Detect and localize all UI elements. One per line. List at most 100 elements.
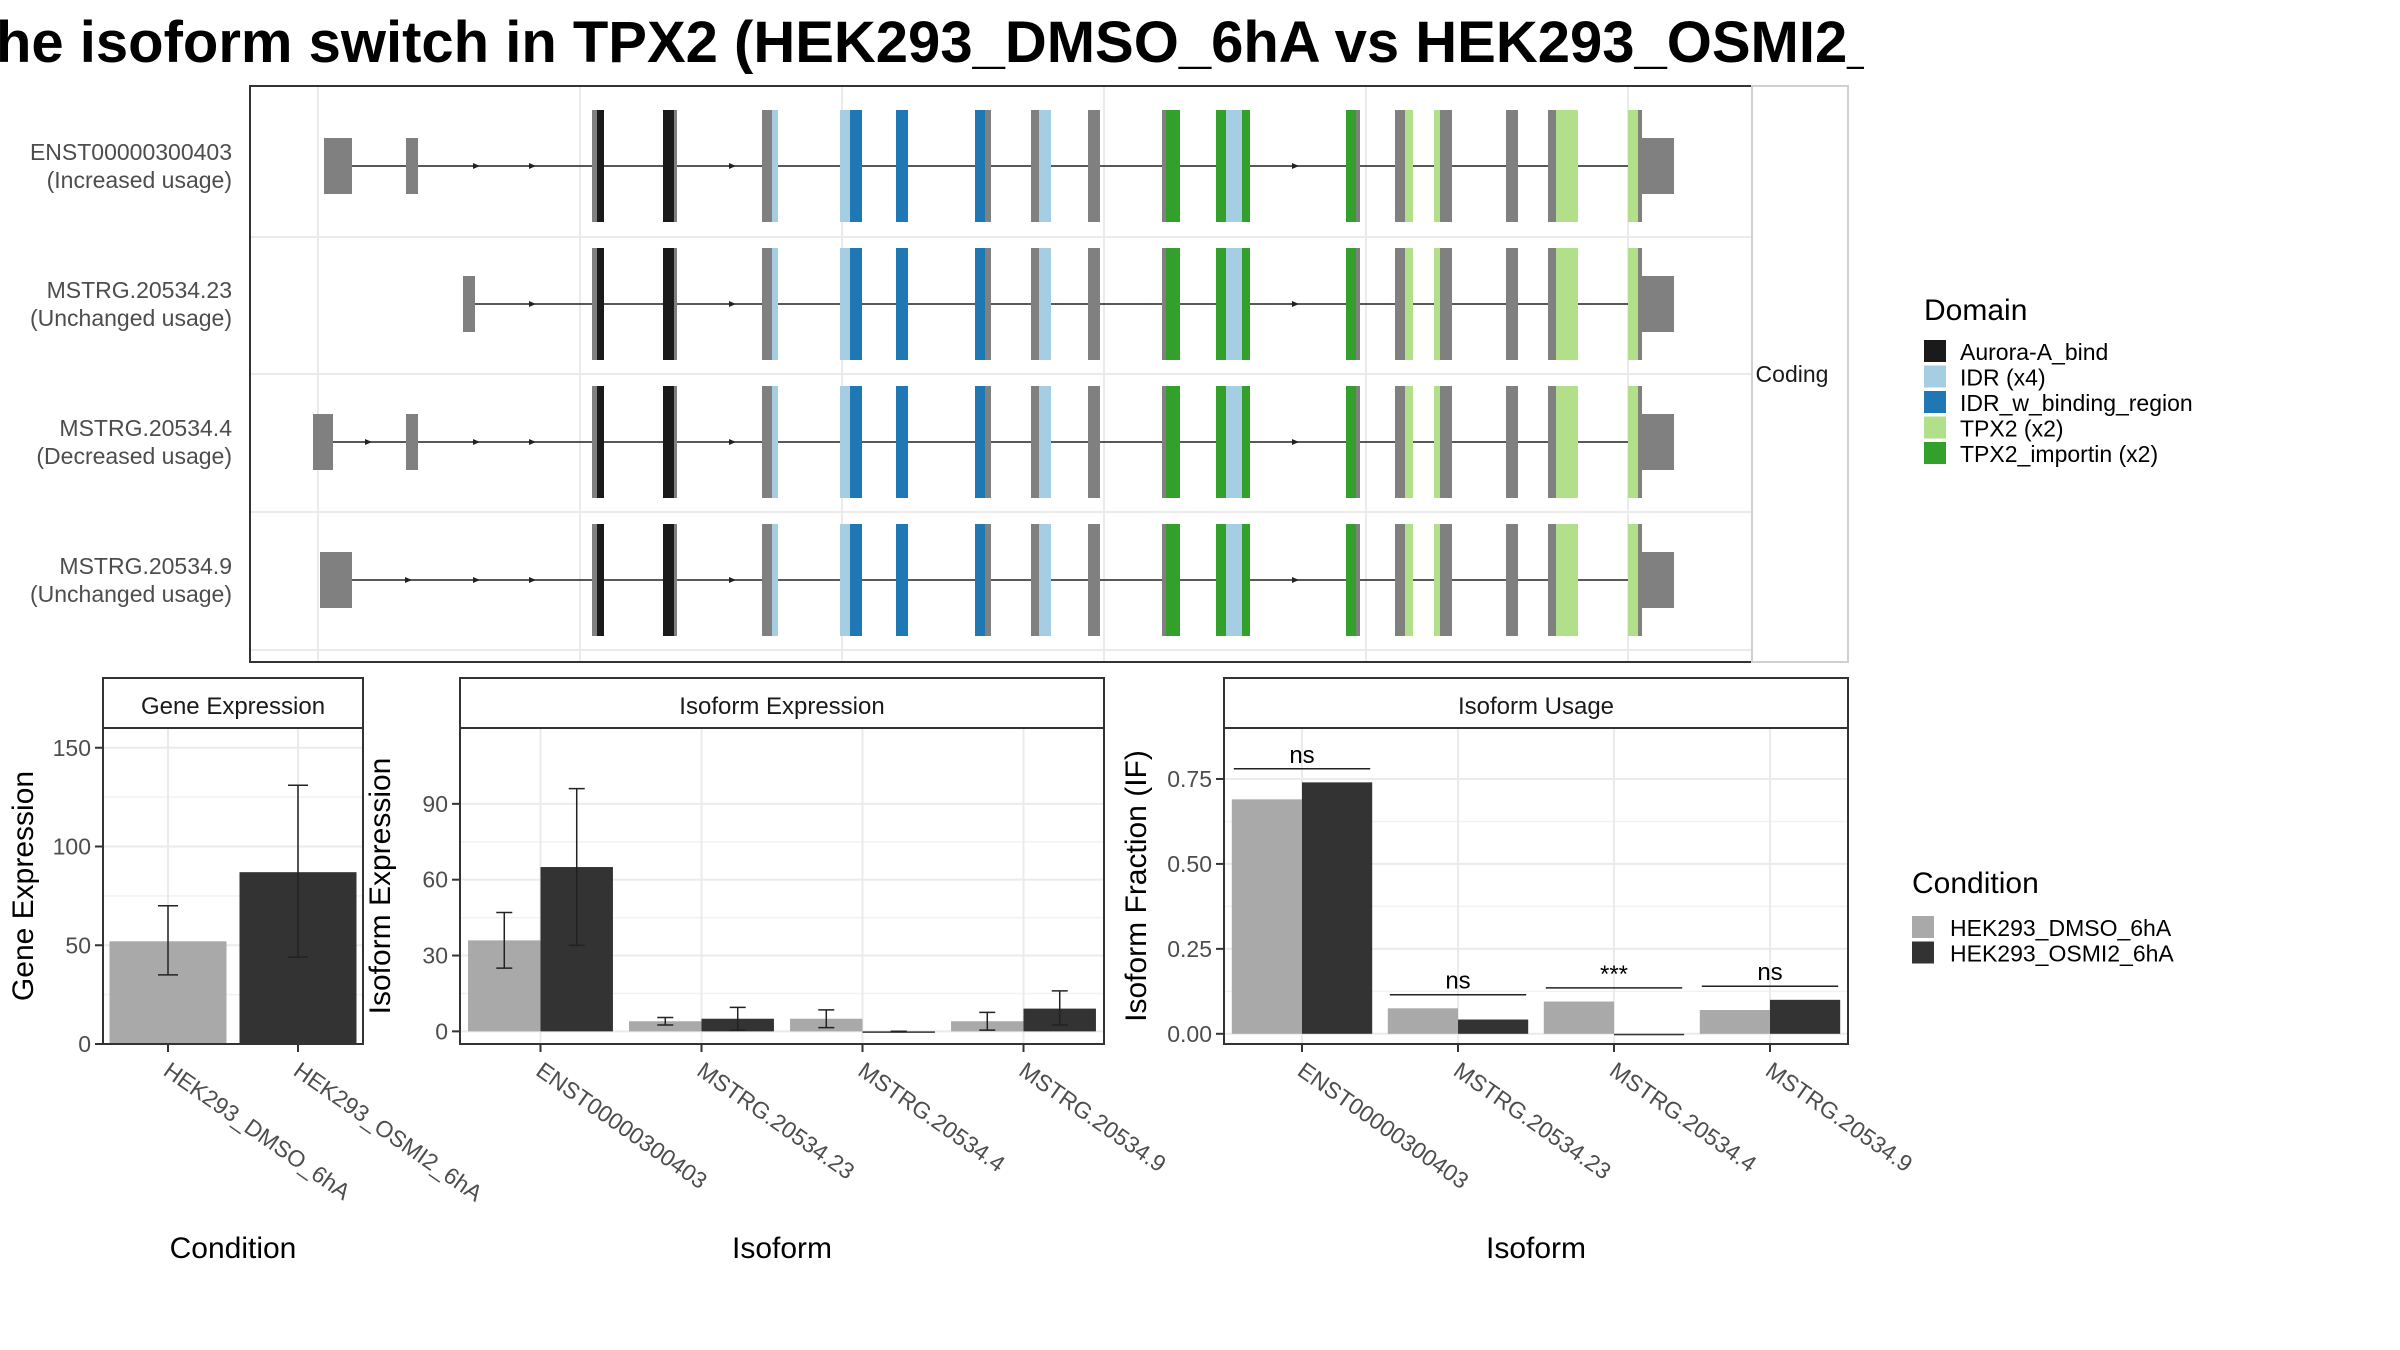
coding-exon bbox=[1548, 386, 1556, 498]
coding-exon bbox=[975, 524, 985, 636]
strand-arrow bbox=[405, 577, 412, 583]
coding-exon bbox=[1162, 248, 1166, 360]
coding-exon bbox=[1226, 524, 1242, 636]
coding-exon bbox=[896, 248, 908, 360]
x-axis-title: Isoform bbox=[732, 1232, 832, 1265]
coding-exon bbox=[1039, 386, 1051, 498]
coding-exon bbox=[1556, 110, 1578, 222]
strand-arrow bbox=[729, 163, 736, 169]
coding-exon bbox=[1226, 248, 1242, 360]
y-axis-title: Gene Expression bbox=[7, 771, 40, 1001]
strand-arrow bbox=[729, 439, 736, 445]
coding-exon bbox=[1506, 386, 1518, 498]
utr-exon bbox=[406, 138, 418, 194]
bar bbox=[629, 1021, 702, 1032]
coding-exon bbox=[1440, 524, 1452, 636]
coding-exon bbox=[762, 524, 772, 636]
transcript-usage: (Unchanged usage) bbox=[30, 305, 232, 331]
utr-exon bbox=[1640, 414, 1674, 470]
coding-exon bbox=[762, 248, 772, 360]
panel-strip bbox=[459, 677, 1105, 729]
legend-key-domain bbox=[1924, 365, 1946, 388]
coding-exon bbox=[985, 110, 991, 222]
coding-exon bbox=[597, 248, 604, 360]
x-tick-label: ENST00000300403 bbox=[532, 1057, 712, 1194]
panel-strip-label: Isoform Usage bbox=[1458, 693, 1614, 720]
legend-label-domain: TPX2_importin (x2) bbox=[1960, 441, 2158, 467]
coding-exon bbox=[1506, 524, 1518, 636]
significance-label: ns bbox=[1757, 959, 1782, 986]
coding-exon bbox=[1216, 386, 1226, 498]
panel-border bbox=[459, 727, 1105, 1045]
coding-exon bbox=[674, 386, 677, 498]
strand-arrow bbox=[529, 163, 536, 169]
strand-arrow bbox=[473, 577, 480, 583]
y-tick-label: 0.00 bbox=[1167, 1021, 1212, 1047]
coding-exon bbox=[1434, 386, 1444, 498]
y-axis-title: Isoform Fraction (IF) bbox=[1120, 750, 1153, 1022]
legend-title-condition: Condition bbox=[1912, 867, 2039, 900]
x-tick-label: MSTRG.20534.4 bbox=[1605, 1057, 1761, 1177]
y-tick-label: 0.50 bbox=[1167, 851, 1212, 877]
coding-exon bbox=[840, 524, 850, 636]
utr-exon bbox=[313, 414, 333, 470]
coding-exon bbox=[1166, 524, 1180, 636]
coding-exon bbox=[1162, 110, 1166, 222]
coding-exon bbox=[762, 110, 772, 222]
utr-exon bbox=[320, 552, 352, 608]
bar bbox=[1387, 1008, 1458, 1034]
coding-exon bbox=[663, 524, 674, 636]
coding-exon bbox=[1039, 524, 1051, 636]
coding-exon bbox=[674, 110, 677, 222]
coding-exon bbox=[896, 524, 908, 636]
panel-strip bbox=[1223, 677, 1849, 729]
panel-strip-label: Isoform Expression bbox=[679, 693, 884, 720]
transcript-id: MSTRG.20534.23 bbox=[47, 277, 232, 303]
bar bbox=[1614, 1033, 1685, 1036]
coding-exon bbox=[896, 386, 908, 498]
coding-exon bbox=[1440, 386, 1452, 498]
coding-exon bbox=[1548, 524, 1556, 636]
panel-strip bbox=[102, 677, 364, 729]
coding-exon bbox=[850, 110, 862, 222]
y-tick-label: 0 bbox=[78, 1031, 91, 1057]
coding-exon bbox=[1506, 110, 1518, 222]
coding-exon bbox=[1628, 248, 1638, 360]
utr-exon bbox=[406, 414, 418, 470]
coding-exon bbox=[1356, 248, 1360, 360]
legend-key-condition bbox=[1912, 941, 1934, 964]
coding-exon bbox=[1395, 248, 1405, 360]
coding-exon bbox=[840, 110, 850, 222]
transcript-usage: (Increased usage) bbox=[47, 167, 232, 193]
strand-arrow bbox=[473, 163, 480, 169]
coding-exon bbox=[1346, 248, 1356, 360]
coding-exon bbox=[1031, 110, 1039, 222]
coding-exon bbox=[975, 386, 985, 498]
y-tick-label: 60 bbox=[422, 867, 448, 893]
strand-arrow bbox=[729, 301, 736, 307]
legend-label-domain: IDR_w_binding_region bbox=[1960, 390, 2193, 416]
coding-exon bbox=[985, 524, 991, 636]
bar bbox=[1699, 1010, 1770, 1034]
panel-strip-label: Gene Expression bbox=[141, 693, 325, 720]
coding-exon bbox=[674, 248, 677, 360]
x-tick-label: MSTRG.20534.23 bbox=[693, 1057, 860, 1185]
coding-exon bbox=[1226, 386, 1242, 498]
coding-exon bbox=[1088, 524, 1100, 636]
bar bbox=[1458, 1019, 1529, 1034]
coding-exon bbox=[1434, 110, 1444, 222]
y-tick-label: 30 bbox=[422, 943, 448, 969]
coding-exon bbox=[1216, 524, 1226, 636]
coding-exon bbox=[1556, 524, 1578, 636]
coding-exon bbox=[1226, 110, 1242, 222]
strand-arrow bbox=[529, 439, 536, 445]
coding-exon bbox=[1242, 386, 1250, 498]
coding-exon bbox=[1434, 248, 1444, 360]
coding-exon bbox=[1628, 524, 1638, 636]
coding-exon bbox=[1556, 248, 1578, 360]
coding-exon bbox=[985, 386, 991, 498]
coding-exon bbox=[772, 248, 778, 360]
bar bbox=[1231, 799, 1302, 1034]
x-tick-label: ENST00000300403 bbox=[1293, 1057, 1473, 1194]
